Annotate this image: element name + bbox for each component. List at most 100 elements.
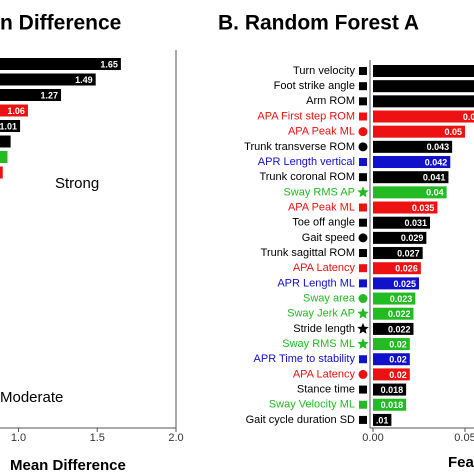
bar: [373, 65, 474, 77]
value-label: 0.025: [393, 279, 416, 289]
value-label: 1.27: [40, 90, 58, 100]
marker: [358, 369, 368, 379]
bar: [373, 156, 451, 169]
marker: [359, 173, 367, 182]
chart-title: n Difference: [0, 12, 121, 35]
value-label: 0.04: [426, 188, 444, 198]
bar: [0, 166, 3, 179]
marker: [358, 294, 368, 304]
value-label: 0.06: [463, 112, 474, 122]
bar: [373, 292, 416, 305]
annotation: Strong: [55, 175, 99, 192]
value-label: 0.042: [425, 157, 448, 167]
value-label: 0.02: [389, 355, 407, 365]
bar: [373, 262, 421, 275]
bar: [373, 80, 474, 93]
x-tick-label: 1.5: [90, 432, 105, 444]
y-tick-label: Stance time: [297, 383, 355, 395]
marker: [359, 249, 367, 258]
value-label: 0.043: [427, 142, 450, 152]
marker: [358, 127, 368, 137]
y-tick-label: Sway area: [303, 292, 356, 304]
bar: [373, 413, 392, 426]
value-label: 0.022: [388, 324, 411, 334]
bar: [373, 368, 410, 381]
marker: [359, 112, 367, 121]
x-tick-label: 0.00: [362, 432, 383, 444]
value-label: 0.027: [397, 248, 420, 258]
value-label: 0.018: [381, 385, 404, 395]
value-label: 1.65: [100, 59, 118, 69]
value-label: 0.05: [444, 127, 462, 137]
value-label: 0.029: [401, 233, 424, 243]
marker: [359, 355, 367, 364]
y-tick-label: Arm ROM: [306, 95, 355, 107]
value-label: 0.031: [405, 218, 428, 228]
y-tick-label: APA Peak ML: [288, 126, 355, 138]
value-label: 0.035: [412, 203, 435, 213]
y-tick-label: APR Length ML: [277, 277, 355, 289]
marker: [357, 322, 369, 334]
value-label: 0.022: [388, 309, 411, 319]
y-tick-label: Sway Velocity ML: [269, 399, 355, 411]
value-label: 0.018: [381, 400, 404, 410]
value-label: 0.023: [390, 294, 413, 304]
y-tick-label: Stride length: [293, 323, 355, 335]
chart-title: B. Random Forest A: [218, 12, 419, 35]
value-label: 1.49: [75, 75, 93, 85]
marker: [359, 218, 367, 227]
y-tick-label: Foot strike angle: [274, 80, 355, 92]
y-tick-label: Trunk coronal ROM: [259, 171, 355, 183]
y-tick-label: Sway RMS ML: [282, 338, 355, 350]
bar: [373, 338, 410, 351]
marker: [357, 338, 369, 349]
bar: [0, 89, 62, 101]
bar: [373, 398, 407, 411]
marker: [359, 279, 367, 288]
bar: [373, 125, 465, 138]
bar: [373, 277, 419, 290]
y-tick-label: APR Length vertical: [258, 156, 355, 168]
marker: [359, 97, 367, 106]
marker: [359, 203, 367, 212]
marker: [359, 400, 367, 409]
y-tick-label: APR Time to stability: [254, 353, 356, 365]
bar: [373, 216, 431, 229]
value-label: 1.06: [7, 106, 25, 116]
bar: [0, 151, 8, 163]
value-label: 0.02: [389, 370, 407, 380]
value-label: 0.02: [389, 339, 407, 349]
y-tick-label: Toe off angle: [292, 217, 355, 229]
bar: [0, 104, 28, 117]
marker: [359, 158, 367, 167]
annotation: Moderate: [0, 389, 63, 406]
x-tick-label: 2.0: [168, 432, 183, 444]
y-tick-label: Gait cycle duration SD: [246, 414, 355, 426]
marker: [359, 67, 367, 75]
y-tick-label: Gait speed: [302, 232, 355, 244]
marker: [359, 82, 367, 91]
marker: [359, 385, 367, 394]
bar: [373, 247, 423, 260]
x-tick-label: 1.0: [11, 432, 26, 444]
y-tick-label: Trunk sagittal ROM: [261, 247, 355, 259]
bar: [0, 58, 121, 70]
bar: [0, 120, 21, 132]
marker: [358, 233, 368, 243]
y-tick-label: Trunk transverse ROM: [244, 141, 355, 153]
bar: [373, 307, 414, 320]
x-tick-label: 0.05: [454, 432, 474, 444]
x-axis-label: Fea: [448, 454, 474, 471]
value-label: 0.041: [423, 173, 446, 183]
bar: [373, 171, 449, 184]
y-tick-label: Sway Jerk AP: [287, 308, 355, 320]
bar: [373, 201, 438, 214]
bar: [373, 322, 414, 335]
value-label: 1.01: [0, 121, 17, 131]
y-tick-label: APA Latency: [293, 262, 356, 274]
value-label: .01: [376, 415, 389, 425]
y-tick-label: APA Latency: [293, 368, 356, 380]
marker: [359, 415, 367, 424]
